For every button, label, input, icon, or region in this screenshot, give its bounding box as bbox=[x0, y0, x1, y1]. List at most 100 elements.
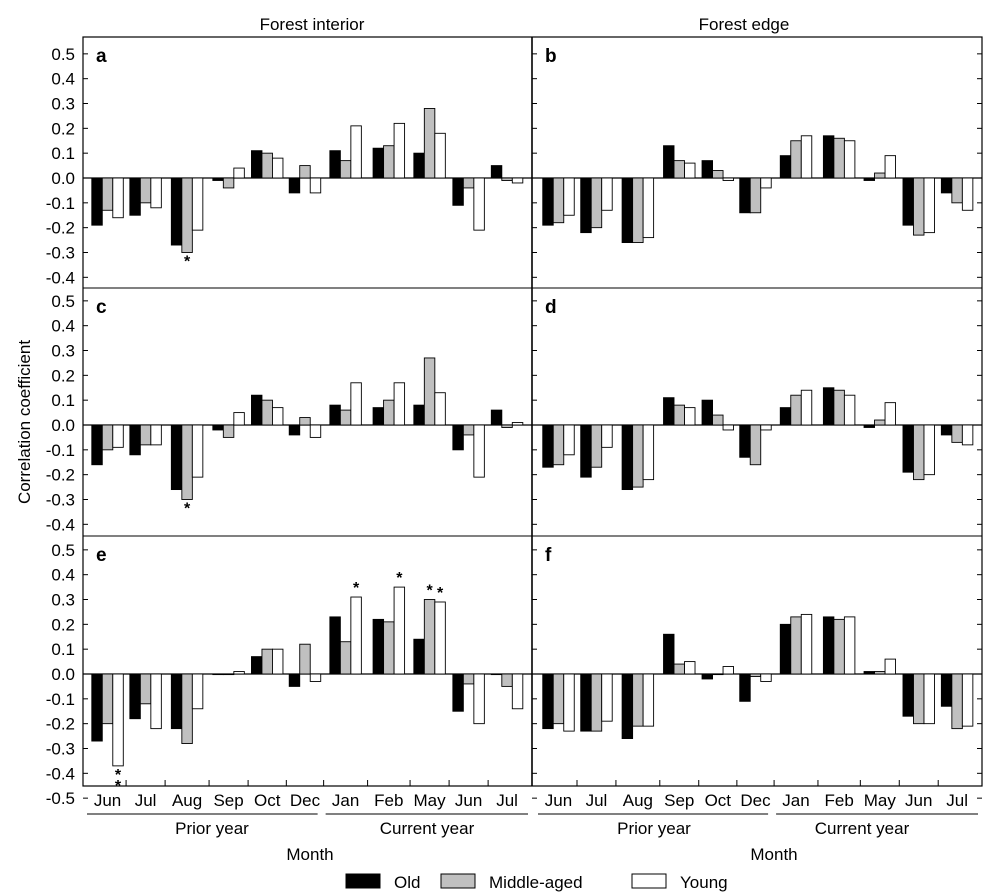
bar-old bbox=[663, 633, 675, 675]
y-tick-label: -0.2 bbox=[46, 466, 75, 485]
bar-old bbox=[822, 387, 835, 426]
bar-middle-aged bbox=[632, 424, 644, 488]
significance-star: * bbox=[426, 583, 433, 600]
bar-old bbox=[542, 424, 554, 468]
y-tick-label: 0.4 bbox=[51, 317, 75, 336]
bar-old bbox=[902, 424, 914, 473]
bar-middle-aged bbox=[951, 424, 963, 443]
bar-old bbox=[170, 424, 183, 491]
bar-young bbox=[473, 177, 485, 231]
y-tick-label: 0.3 bbox=[51, 342, 75, 361]
bar-young bbox=[760, 424, 772, 431]
bar-young bbox=[843, 394, 856, 426]
y-tick-label: -0.3 bbox=[46, 490, 75, 509]
y-tick-label: -0.4 bbox=[46, 268, 75, 287]
y-tick-label: 0.0 bbox=[51, 665, 75, 684]
month-label: Dec bbox=[740, 791, 771, 810]
bar-middle-aged bbox=[339, 160, 352, 179]
bar-old bbox=[940, 424, 953, 436]
y-tick-label: -0.4 bbox=[46, 764, 75, 783]
legend-swatch-young bbox=[631, 873, 667, 889]
bar-old bbox=[902, 673, 914, 717]
bar-young bbox=[473, 424, 485, 478]
bar-middle-aged bbox=[299, 417, 311, 426]
bar-middle-aged bbox=[501, 424, 513, 428]
bar-middle-aged bbox=[552, 673, 565, 725]
y-tick-label: -0.1 bbox=[46, 690, 75, 709]
bar-old bbox=[663, 145, 675, 179]
bar-middle-aged bbox=[833, 389, 845, 426]
bar-old bbox=[170, 673, 183, 730]
month-label: Jun bbox=[455, 791, 482, 810]
bar-middle-aged bbox=[423, 357, 436, 426]
bar-middle-aged bbox=[383, 621, 395, 675]
panel-letter: c bbox=[96, 297, 107, 318]
bar-young bbox=[434, 132, 446, 179]
bar-old bbox=[822, 135, 835, 179]
x-axis-label-left: Month bbox=[286, 845, 333, 864]
bar-old bbox=[251, 394, 263, 426]
month-label: Aug bbox=[172, 791, 202, 810]
bar-old bbox=[91, 673, 103, 742]
bar-old bbox=[940, 673, 953, 707]
bar-middle-aged bbox=[673, 404, 685, 426]
bar-old bbox=[739, 177, 751, 214]
bar-old bbox=[822, 616, 835, 675]
bar-middle-aged bbox=[222, 424, 235, 438]
period-label-prior-right: Prior year bbox=[617, 819, 691, 838]
bar-old bbox=[91, 177, 103, 226]
y-tick-label: 0.5 bbox=[51, 541, 75, 560]
period-label-current-left: Current year bbox=[380, 819, 475, 838]
bar-middle-aged bbox=[552, 177, 565, 224]
bar-old bbox=[212, 177, 224, 181]
bar-old bbox=[372, 618, 385, 675]
x-axis-label-right: Month bbox=[750, 845, 797, 864]
bar-young bbox=[150, 673, 162, 730]
bar-middle-aged bbox=[261, 648, 273, 675]
bar-middle-aged bbox=[383, 399, 395, 426]
bar-young bbox=[233, 412, 245, 426]
bar-old bbox=[621, 177, 634, 244]
y-tick-label: 0.2 bbox=[51, 366, 75, 385]
panel-letter: e bbox=[96, 545, 107, 566]
bar-young bbox=[923, 673, 935, 725]
month-label: Aug bbox=[623, 791, 653, 810]
bar-old bbox=[170, 177, 183, 246]
y-tick-label: -0.2 bbox=[46, 715, 75, 734]
bar-young bbox=[150, 424, 162, 446]
bar-middle-aged bbox=[501, 673, 513, 687]
y-tick-label: -0.4 bbox=[46, 515, 75, 534]
y-tick-label: 0.0 bbox=[51, 169, 75, 188]
y-tick-label: -0.3 bbox=[46, 739, 75, 758]
bar-old bbox=[413, 404, 425, 426]
bar-old bbox=[779, 407, 792, 426]
bar-young bbox=[843, 616, 856, 675]
bar-young bbox=[722, 424, 735, 431]
bar-middle-aged bbox=[712, 673, 724, 676]
bar-old bbox=[739, 424, 751, 458]
bar-middle-aged bbox=[462, 673, 475, 685]
bar-middle-aged bbox=[339, 641, 352, 675]
month-label: Jul bbox=[586, 791, 608, 810]
panel-frame bbox=[82, 36, 983, 787]
y-tick-label: 0.5 bbox=[51, 45, 75, 64]
bar-middle-aged bbox=[673, 160, 685, 179]
bar-old bbox=[329, 404, 341, 426]
bar-young bbox=[272, 407, 284, 426]
bar-young bbox=[434, 601, 446, 675]
bar-young bbox=[112, 673, 124, 767]
bar-middle-aged bbox=[913, 177, 925, 236]
bar-middle-aged bbox=[261, 152, 273, 179]
month-label: Jun bbox=[94, 791, 121, 810]
bar-old bbox=[129, 177, 141, 216]
bar-old bbox=[372, 147, 385, 179]
bar-middle-aged bbox=[790, 616, 802, 675]
bar-old bbox=[739, 673, 751, 702]
month-label: Jun bbox=[905, 791, 932, 810]
y-tick-label: -0.1 bbox=[46, 441, 75, 460]
bar-young bbox=[272, 648, 284, 675]
bar-old bbox=[329, 150, 341, 179]
bar-old bbox=[863, 177, 875, 181]
significance-star: * bbox=[184, 253, 191, 270]
bar-middle-aged bbox=[181, 673, 193, 744]
